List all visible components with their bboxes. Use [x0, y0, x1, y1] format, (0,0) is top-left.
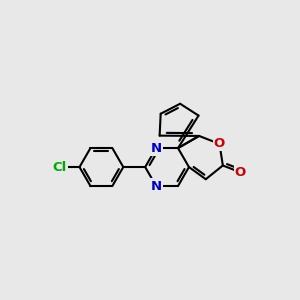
Text: N: N: [151, 179, 162, 193]
Text: O: O: [235, 166, 246, 179]
Text: O: O: [214, 137, 225, 150]
Text: Cl: Cl: [53, 160, 67, 174]
Text: N: N: [151, 142, 162, 154]
